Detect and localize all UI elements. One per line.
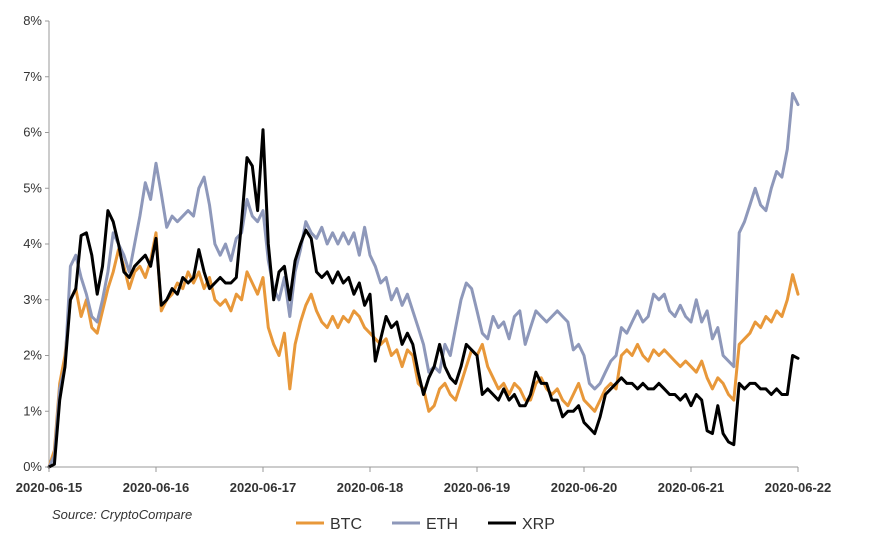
y-tick-label: 4% <box>23 236 42 251</box>
y-tick-label: 3% <box>23 292 42 307</box>
y-tick-label: 1% <box>23 403 42 418</box>
y-tick-label: 0% <box>23 459 42 474</box>
legend-label-xrp: XRP <box>522 516 555 533</box>
legend-label-btc: BTC <box>330 516 362 533</box>
x-tick-label: 2020-06-19 <box>444 480 511 495</box>
axes-layer <box>48 21 798 468</box>
x-tick-label: 2020-06-18 <box>337 480 404 495</box>
x-tick-label: 2020-06-20 <box>551 480 618 495</box>
y-tick-label: 7% <box>23 69 42 84</box>
y-tick-label: 6% <box>23 125 42 140</box>
x-tick-label: 2020-06-16 <box>123 480 190 495</box>
series-line-xrp <box>47 128 800 469</box>
x-tick-label: 2020-06-15 <box>16 480 83 495</box>
series-layer <box>47 92 800 469</box>
x-tick-label: 2020-06-21 <box>658 480 725 495</box>
y-tick-label: 5% <box>23 180 42 195</box>
source-note: Source: CryptoCompare <box>52 507 192 522</box>
x-tick-label: 2020-06-17 <box>230 480 297 495</box>
ticks-layer: 0% 1% 2% 3% 4% 5% 6% 7% 8% 2020-06-15 2020-06-16 20… <box>16 13 832 495</box>
series-line-eth <box>47 92 800 469</box>
y-tick-label: 2% <box>23 348 42 363</box>
legend: BTC ETH XRP <box>296 516 555 533</box>
x-tick-label: 2020-06-22 <box>765 480 832 495</box>
y-tick-label: 8% <box>23 13 42 28</box>
legend-label-eth: ETH <box>426 516 458 533</box>
